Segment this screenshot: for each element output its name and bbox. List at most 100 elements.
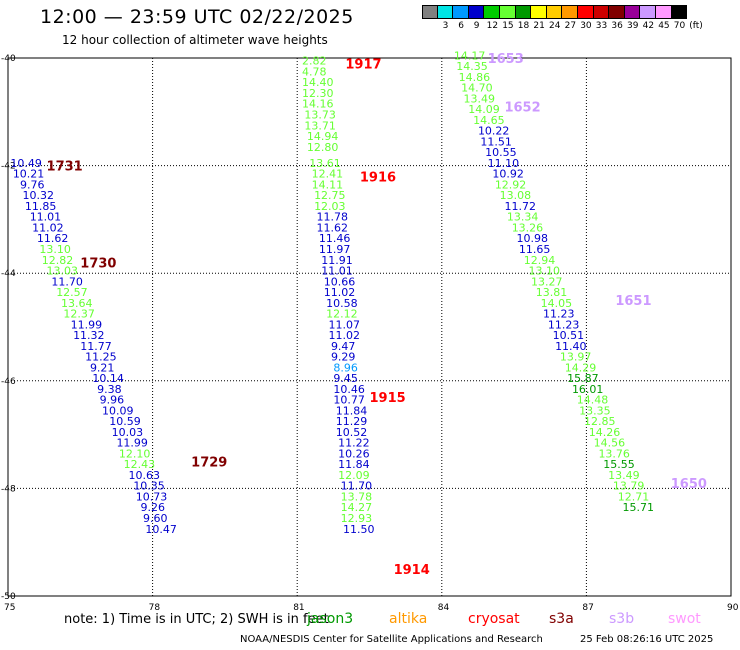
- wave-height-value: 12.03: [314, 200, 346, 213]
- wave-height-value: 12.94: [524, 254, 556, 267]
- wave-height-value: 12.09: [338, 469, 370, 482]
- wave-height-value: 11.84: [338, 458, 370, 471]
- legend-label: 18: [517, 21, 530, 31]
- wave-height-value: 10.49: [10, 157, 42, 170]
- wave-height-value: 12.41: [312, 168, 344, 181]
- wave-height-value: 11.23: [548, 318, 580, 331]
- legend-swatch: [546, 5, 563, 19]
- wave-height-value: 12.37: [63, 308, 95, 321]
- legend-swatch: [671, 5, 688, 19]
- wave-height-value: 13.73: [304, 108, 336, 121]
- wave-height-value: 14.09: [468, 103, 500, 116]
- wave-height-value: 15.87: [567, 372, 599, 385]
- legend-label: 45: [658, 21, 670, 31]
- wave-height-value: 13.76: [598, 447, 630, 460]
- wave-height-value: 11.65: [519, 243, 551, 256]
- wave-height-value: 11.02: [324, 286, 356, 299]
- wave-height-value: 13.49: [608, 469, 640, 482]
- wave-height-value: 13.10: [39, 243, 71, 256]
- wave-height-value: 11.84: [336, 404, 368, 417]
- wave-height-value: 10.22: [478, 125, 510, 138]
- wave-height-value: 12.30: [302, 87, 334, 100]
- wave-height-value: 12.71: [618, 490, 650, 503]
- wave-height-value: 9.76: [20, 178, 45, 191]
- wave-height-value: 10.77: [333, 394, 365, 407]
- wave-height-value: 11.07: [329, 318, 361, 331]
- wave-height-value: 10.46: [333, 383, 365, 396]
- y-tick-label: -46: [1, 377, 16, 387]
- wave-height-value: 14.35: [456, 60, 488, 73]
- wave-height-value: 13.35: [579, 404, 611, 417]
- pass-time-label: 1730: [80, 256, 116, 271]
- wave-height-value: 4.78: [302, 65, 327, 78]
- satellite-label-jason3: jason3: [307, 611, 354, 627]
- wave-height-value: 11.22: [338, 437, 370, 450]
- legend-label: 39: [627, 21, 639, 31]
- y-tick-label: -50: [1, 592, 16, 602]
- legend-label: 9: [473, 21, 480, 31]
- legend-label: 15: [502, 21, 514, 31]
- wave-height-value: 11.99: [71, 318, 103, 331]
- legend-swatch: [593, 5, 610, 19]
- legend-label: 42: [642, 21, 655, 31]
- wave-height-value: 14.16: [302, 98, 334, 111]
- pass-time-label: 1729: [191, 456, 227, 471]
- pass-time-label: 1916: [360, 170, 396, 185]
- wave-height-value: 10.98: [517, 232, 549, 245]
- wave-height-value: 14.94: [307, 130, 339, 143]
- wave-height-value: 10.14: [92, 372, 124, 385]
- wave-height-value: 10.59: [109, 415, 141, 428]
- satellite-label-s3b: s3b: [609, 611, 635, 627]
- generated-timestamp: 25 Feb 08:26:16 UTC 2025: [580, 634, 714, 645]
- wave-height-value: 13.27: [531, 275, 563, 288]
- wave-height-value: 12.85: [584, 415, 616, 428]
- satellite-label-s3a: s3a: [549, 611, 574, 627]
- wave-height-value: 10.52: [336, 426, 368, 439]
- wave-height-value: 10.55: [485, 146, 517, 159]
- wave-height-value: 11.02: [32, 221, 64, 234]
- wave-height-value: 8.96: [333, 361, 358, 374]
- page-subtitle: 12 hour collection of altimeter wave hei…: [62, 33, 328, 47]
- wave-height-value: 12.12: [326, 308, 358, 321]
- wave-height-value: 11.29: [336, 415, 368, 428]
- wave-height-value: 9.96: [100, 394, 125, 407]
- wave-height-value: 11.32: [73, 329, 105, 342]
- wave-height-value: 10.92: [492, 168, 524, 181]
- wave-height-value: 12.57: [56, 286, 87, 299]
- page-title: 12:00 — 23:59 UTC 02/22/2025: [40, 6, 354, 28]
- footer-note: note: 1) Time is in UTC; 2) SWH is in fe…: [64, 612, 329, 627]
- wave-height-value: 9.26: [141, 501, 166, 514]
- legend-swatch: [624, 5, 641, 19]
- legend-swatch: [640, 5, 656, 19]
- legend-swatch: [468, 5, 485, 19]
- legend-label: 3: [442, 21, 449, 31]
- plot-frame: [7, 57, 732, 597]
- wave-height-value: 11.46: [319, 232, 351, 245]
- wave-height-value: 11.51: [480, 135, 512, 148]
- wave-height-value: 9.45: [333, 372, 358, 385]
- wave-height-value: 13.97: [560, 351, 592, 364]
- x-tick-label: 75: [4, 603, 15, 613]
- wave-height-value: 11.62: [37, 232, 69, 245]
- credit-text: NOAA/NESDIS Center for Satellite Applica…: [240, 634, 543, 645]
- wave-height-value: 11.50: [343, 523, 375, 536]
- wave-height-value: 13.34: [507, 211, 539, 224]
- pass-time-label: 1914: [394, 563, 430, 578]
- satellite-label-cryosat: cryosat: [468, 611, 520, 627]
- wave-height-value: 10.63: [129, 469, 161, 482]
- wave-height-value: 12.43: [124, 458, 155, 471]
- satellite-label-swot: swot: [668, 611, 701, 627]
- wave-height-value: 14.86: [459, 71, 491, 84]
- wave-height-value: 11.70: [341, 480, 373, 493]
- wave-height-value: 12.93: [341, 512, 373, 525]
- wave-height-value: 9.29: [331, 351, 356, 364]
- wave-height-value: 10.73: [136, 490, 168, 503]
- wave-height-value: 14.48: [577, 394, 609, 407]
- pass-time-label: 1653: [488, 52, 524, 67]
- wave-height-value: 12.10: [119, 447, 151, 460]
- wave-height-value: 14.29: [565, 361, 597, 374]
- satellite-label-altika: altika: [389, 611, 428, 627]
- x-tick-label: 78: [149, 603, 161, 613]
- wave-height-value: 13.71: [304, 119, 336, 132]
